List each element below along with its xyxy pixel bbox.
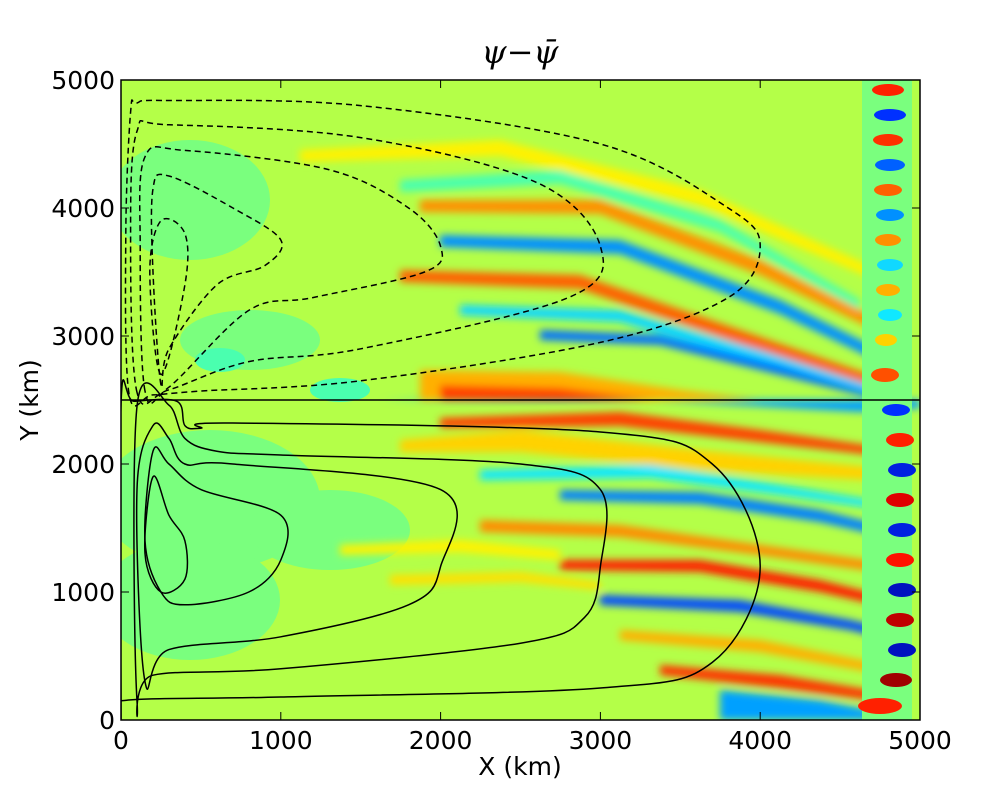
boundary-eddy <box>873 134 903 146</box>
wave-band <box>440 385 660 400</box>
x-tick-label: 2000 <box>409 726 473 755</box>
wave-band <box>460 305 900 400</box>
dashed-contour-line <box>129 119 605 406</box>
wave-band <box>400 430 900 482</box>
solid-contour-line <box>144 446 289 606</box>
boundary-eddy <box>888 583 916 597</box>
field-patch <box>250 490 410 570</box>
x-tick-label: 5000 <box>888 726 952 755</box>
boundary-eddy <box>878 309 902 321</box>
wave-band <box>620 630 900 678</box>
y-axis-ticks: 0 1000 2000 3000 4000 5000 <box>51 66 920 735</box>
field-patch <box>310 378 370 402</box>
wave-band <box>560 490 900 540</box>
chart-title: ψ−ψ̄ <box>482 33 560 71</box>
solid-contour-line <box>135 422 458 690</box>
wave-bands-upper <box>300 140 900 400</box>
x-tick-label: 1000 <box>249 726 313 755</box>
wave-band <box>300 140 880 282</box>
filled-contour-field <box>121 80 920 720</box>
y-tick-label: 2000 <box>51 450 115 479</box>
wave-band <box>560 560 900 610</box>
x-tick-label: 4000 <box>728 726 792 755</box>
boundary-eddy <box>874 109 906 121</box>
wave-band <box>400 170 860 310</box>
boundary-eddy <box>886 553 914 567</box>
boundary-eddy <box>886 493 914 507</box>
y-axis-label: Y (km) <box>15 359 44 442</box>
wave-band <box>390 572 600 590</box>
wave-band <box>440 412 900 458</box>
boundary-eddy <box>882 404 910 416</box>
boundary-eddy <box>858 698 902 714</box>
x-tick-label: 0 <box>113 726 129 755</box>
wave-band <box>720 690 900 720</box>
wave-band <box>600 595 900 642</box>
wave-band <box>540 330 880 400</box>
dashed-contour-line <box>124 99 761 407</box>
boundary-eddy <box>872 84 904 96</box>
boundary-eddy <box>875 234 901 246</box>
y-tick-label: 3000 <box>51 322 115 351</box>
x-axis-label: X (km) <box>478 752 561 781</box>
boundary-eddy <box>871 368 899 382</box>
solid-contour-line <box>144 475 189 594</box>
solid-contour-line <box>121 379 761 720</box>
wave-band <box>400 270 900 395</box>
boundary-eddy <box>888 523 916 537</box>
y-tick-label: 1000 <box>51 578 115 607</box>
boundary-eddy <box>875 159 905 171</box>
boundary-eddy <box>874 184 902 196</box>
boundary-eddy <box>888 463 916 477</box>
wave-band <box>660 665 900 705</box>
boundary-eddy <box>888 643 916 657</box>
boundary-eddy <box>877 259 903 271</box>
boundary-eddy <box>886 613 914 627</box>
field-patch <box>121 540 280 660</box>
dashed-contour-line <box>150 173 283 389</box>
boundary-eddy <box>875 334 897 346</box>
plot-frame <box>120 79 921 721</box>
y-tick-label: 4000 <box>51 194 115 223</box>
solid-contours <box>121 379 761 720</box>
wave-band <box>480 520 900 575</box>
dashed-contour-line <box>138 146 444 405</box>
boundary-eddy <box>876 284 900 296</box>
boundary-eddy <box>876 209 904 221</box>
boundary-eddy <box>880 673 912 687</box>
y-tick-label: 0 <box>99 706 115 735</box>
plot-area <box>121 80 920 720</box>
wave-band <box>420 200 900 342</box>
field-patch <box>195 348 245 372</box>
wave-bands-lower <box>340 395 920 720</box>
dashed-contour-line <box>149 217 189 376</box>
wave-band <box>340 540 560 560</box>
wave-band <box>440 235 900 372</box>
x-tick-label: 3000 <box>569 726 633 755</box>
x-axis-ticks: 0 1000 2000 3000 4000 5000 <box>113 80 952 755</box>
y-tick-label: 5000 <box>51 66 115 95</box>
boundary-eddy <box>886 433 914 447</box>
field-patch <box>121 140 270 260</box>
dashed-contours <box>124 99 761 407</box>
